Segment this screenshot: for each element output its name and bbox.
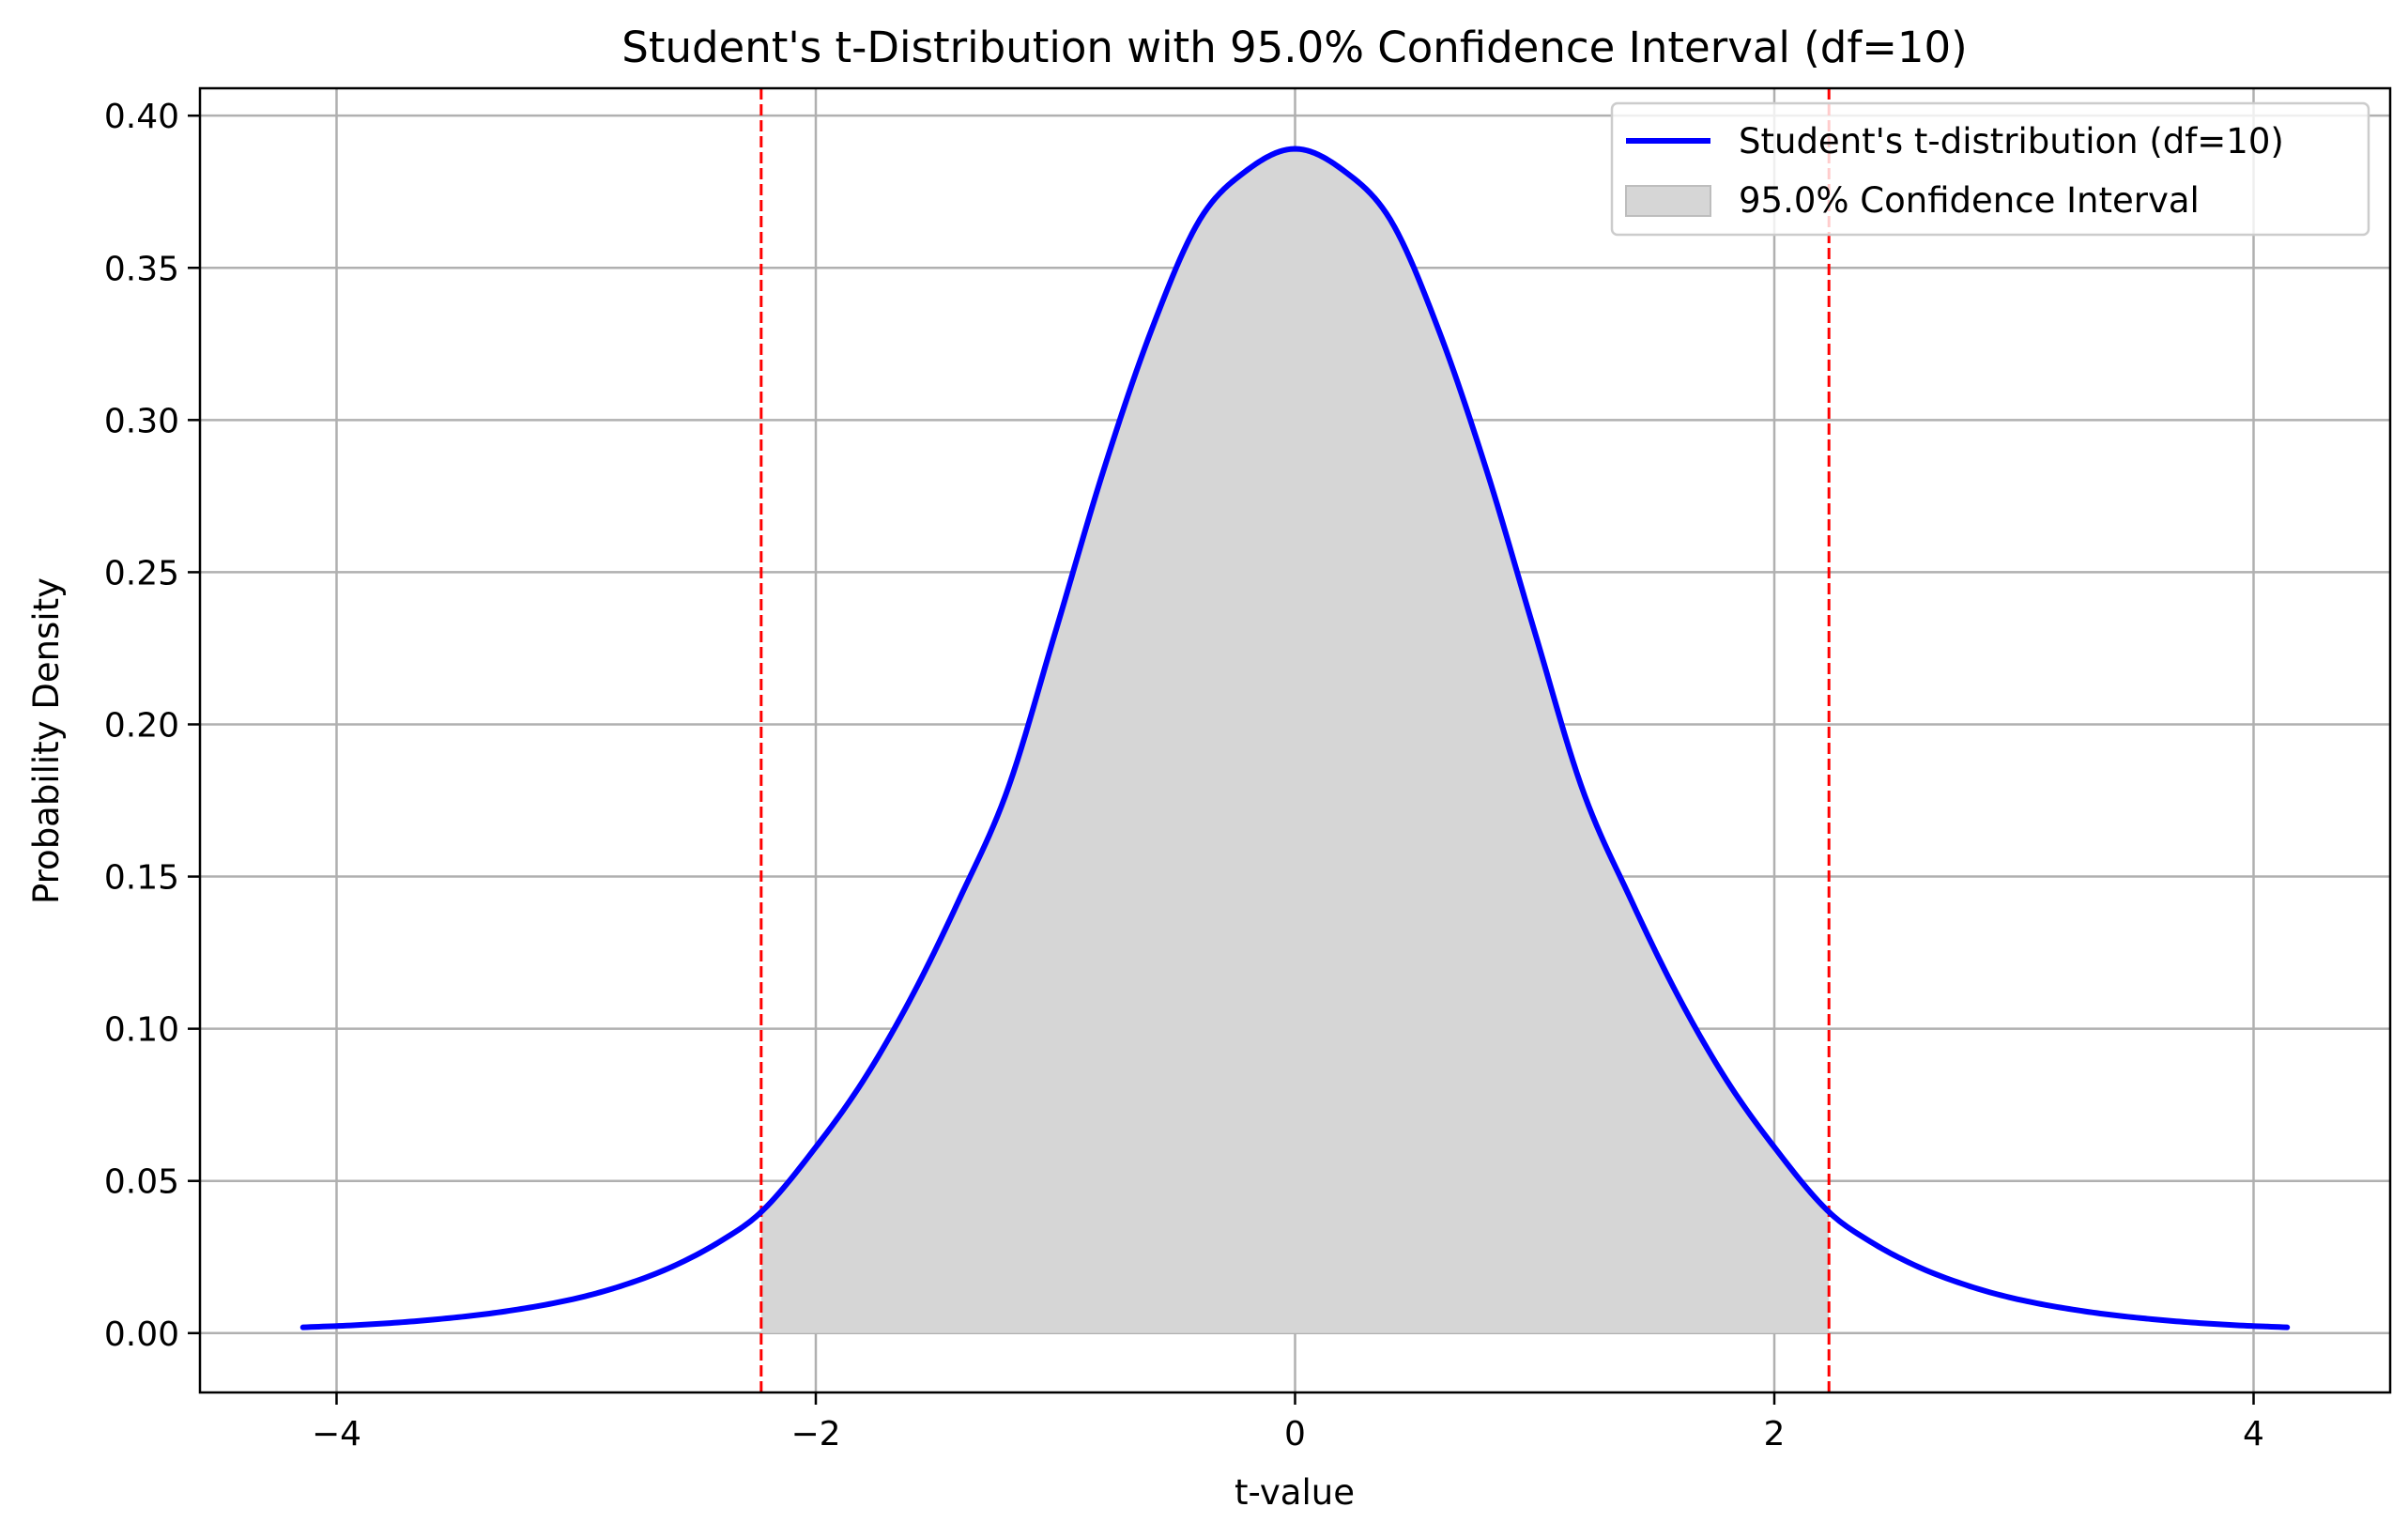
legend-label-confidence-interval: 95.0% Confidence Interval [1739, 180, 2200, 221]
legend-label-series: Student's t-distribution (df=10) [1739, 121, 2284, 161]
chart-title: Student's t-Distribution with 95.0% Conf… [621, 23, 1967, 72]
x-tick-label: −4 [312, 1415, 361, 1453]
y-tick-label: 0.35 [104, 250, 179, 288]
confidence-interval-area [760, 148, 1830, 1333]
x-tick-label: 0 [1284, 1415, 1306, 1453]
y-tick-label: 0.20 [104, 706, 179, 745]
legend-box [1610, 101, 2370, 237]
y-tick-label: 0.10 [104, 1011, 179, 1050]
x-axis: −4 −2 0 2 4 [312, 1392, 2264, 1453]
x-tick-label: 4 [2243, 1415, 2264, 1453]
series-line-t-distribution [299, 146, 2291, 1330]
y-tick-label: 0.00 [104, 1315, 179, 1354]
y-axis: 0.00 0.05 0.10 0.15 0.20 0.25 0.30 0.35 0.40 [104, 98, 200, 1354]
y-tick-label: 0.05 [104, 1163, 179, 1202]
y-tick-label: 0.30 [104, 402, 179, 440]
y-tick-label: 0.25 [104, 554, 179, 592]
x-axis-label: t-value [1235, 1472, 1355, 1513]
y-tick-label: 0.40 [104, 98, 179, 136]
x-tick-label: 2 [1764, 1415, 1786, 1453]
legend: Student's t-distribution (df=10) 95.0% C… [1610, 101, 2370, 237]
x-tick-label: −2 [790, 1415, 840, 1453]
legend-swatch-confidence-interval [1625, 185, 1711, 217]
y-tick-label: 0.15 [104, 859, 179, 898]
y-axis-label: Probability Density [26, 577, 67, 904]
